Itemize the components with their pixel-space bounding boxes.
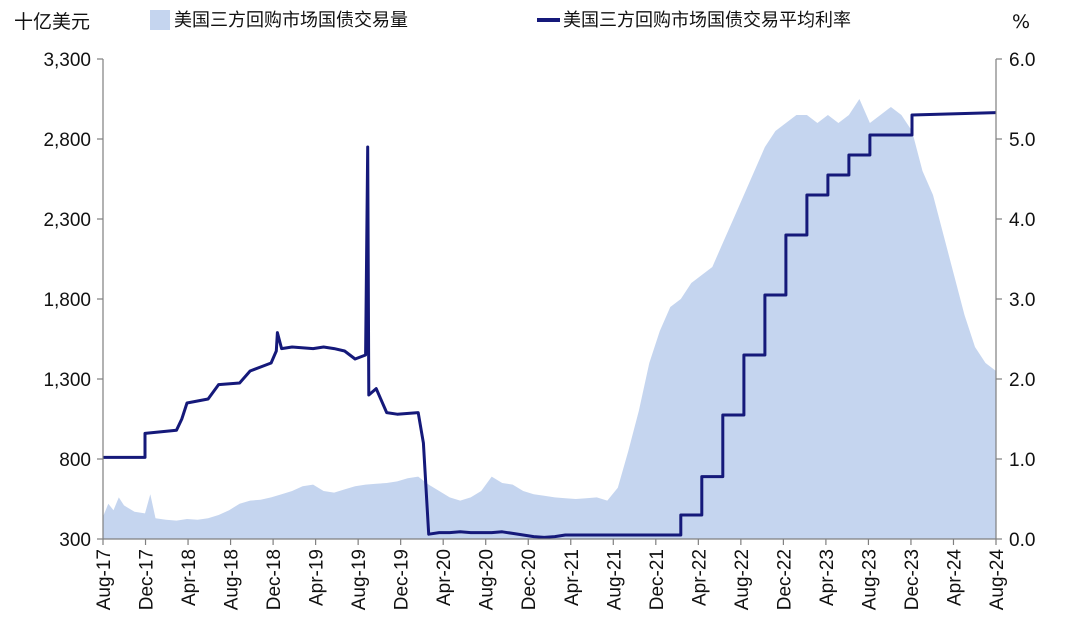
x-tick-label: Dec-18 bbox=[264, 549, 285, 610]
right-tick-label: 2.0 bbox=[1009, 370, 1035, 391]
x-tick-label: Aug-22 bbox=[732, 549, 753, 610]
x-tick-label: Aug-24 bbox=[987, 549, 1008, 611]
x-tick-label: Apr-21 bbox=[562, 549, 583, 606]
left-tick-label: 1,300 bbox=[43, 370, 91, 391]
axes: 300 800 1,300 1,800 2,300 2,800 3,300 0.0 1.0 2.0… bbox=[43, 50, 1035, 610]
left-tick-label: 2,300 bbox=[43, 210, 91, 231]
x-tick-label: Aug-20 bbox=[477, 549, 498, 610]
left-tick-label: 300 bbox=[59, 530, 91, 551]
right-tick-label: 5.0 bbox=[1009, 130, 1035, 151]
left-tick-label: 800 bbox=[59, 450, 91, 471]
left-tick-label: 2,800 bbox=[43, 130, 91, 151]
x-tick-label: Aug-23 bbox=[859, 549, 880, 610]
x-tick-label: Aug-21 bbox=[604, 549, 625, 610]
right-tick-label: 4.0 bbox=[1009, 210, 1035, 231]
x-tick-label: Dec-23 bbox=[902, 549, 923, 610]
x-tick-label: Dec-20 bbox=[519, 549, 540, 610]
right-tick-label: 6.0 bbox=[1009, 50, 1035, 71]
x-tick-label: Aug-17 bbox=[94, 549, 115, 610]
x-tick-label: Apr-23 bbox=[817, 549, 838, 606]
left-tick-label: 1,800 bbox=[43, 290, 91, 311]
x-tick-label: Apr-19 bbox=[307, 549, 328, 606]
x-tick-label: Apr-24 bbox=[945, 549, 966, 606]
legend-label-rate: 美国三方回购市场国债交易平均利率 bbox=[563, 10, 851, 31]
legend-swatch-volume bbox=[150, 10, 170, 30]
x-tick-label: Aug-19 bbox=[349, 549, 370, 610]
x-tick-label: Dec-17 bbox=[137, 549, 158, 610]
x-tick-label: Aug-18 bbox=[222, 549, 243, 610]
left-axis-unit: 十亿美元 bbox=[14, 11, 90, 33]
right-tick-label: 1.0 bbox=[1009, 450, 1035, 471]
series-volume-area bbox=[103, 99, 996, 539]
x-tick-label: Dec-22 bbox=[774, 549, 795, 610]
plot-area bbox=[103, 99, 997, 539]
right-tick-label: 3.0 bbox=[1009, 290, 1035, 311]
x-tick-label: Apr-18 bbox=[179, 549, 200, 606]
legend-label-volume: 美国三方回购市场国债交易量 bbox=[174, 10, 408, 31]
left-tick-label: 3,300 bbox=[43, 50, 91, 71]
legend: 美国三方回购市场国债交易量 美国三方回购市场国债交易平均利率 bbox=[150, 10, 851, 31]
x-tick-label: Dec-19 bbox=[392, 549, 413, 610]
right-tick-label: 0.0 bbox=[1009, 530, 1035, 551]
x-tick-label: Apr-20 bbox=[434, 549, 455, 606]
series-rate-line bbox=[103, 111, 997, 539]
x-tick-label: Apr-22 bbox=[689, 549, 710, 606]
x-tick-label: Dec-21 bbox=[647, 549, 668, 610]
right-axis-unit: % bbox=[1012, 11, 1030, 33]
